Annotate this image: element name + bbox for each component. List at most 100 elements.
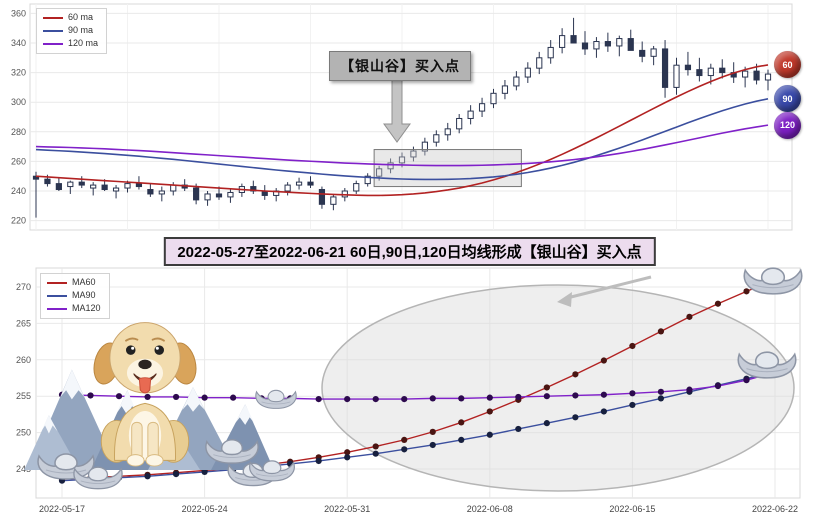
candle: [112, 185, 120, 199]
MA120-data-point: [344, 396, 351, 403]
MA120-data-point: [172, 393, 180, 401]
candle: [616, 35, 623, 57]
y-tick-label: 320: [11, 68, 26, 78]
candle: [673, 57, 680, 95]
MA90-data-point: [458, 436, 465, 443]
candle: [330, 193, 337, 211]
ma60-legend-label: 60 ma: [68, 12, 94, 22]
y-tick-label: 360: [11, 8, 26, 18]
y-tick-label: 300: [11, 97, 26, 107]
candle: [284, 182, 291, 196]
candle: [318, 186, 326, 209]
MA60-data-point: [429, 428, 436, 435]
ma90-line-swatch: [47, 294, 67, 297]
candle: [78, 176, 85, 189]
MA120-data-point: [115, 393, 123, 400]
MA60-data-point: [686, 313, 693, 320]
legend-item-ma120: 120 ma: [43, 38, 98, 49]
MA120-data-point: [743, 377, 750, 384]
x-tick-label: 2022-05-17: [39, 504, 85, 514]
ellipse-arrow-icon: [557, 292, 572, 307]
MA120-data-point: [714, 382, 722, 390]
MA120-data-point: [686, 386, 693, 393]
ma120-legend-label: MA120: [72, 302, 101, 313]
candle: [158, 186, 165, 202]
candles-layer: [32, 17, 772, 218]
MA120-data-point: [144, 393, 151, 401]
MA60-data-point: [743, 288, 750, 295]
MA90-data-point: [401, 446, 408, 453]
candle: [478, 97, 486, 117]
legend-item-ma90: 90 ma: [43, 24, 98, 36]
candle: [364, 173, 371, 187]
candle: [490, 88, 497, 109]
MA90-data-point: [657, 395, 665, 402]
candle: [627, 29, 634, 51]
candle: [684, 51, 692, 76]
y-tick-label: 240: [11, 186, 26, 196]
MA120-data-point: [458, 395, 465, 402]
MA120-data-point: [771, 369, 779, 376]
y-tick-label: 270: [16, 282, 31, 292]
MA60-data-point: [401, 436, 408, 443]
MA90-data-point: [543, 420, 550, 427]
MA90-data-point: [258, 463, 265, 470]
ma60-line-swatch: [43, 16, 63, 19]
candle: [547, 40, 554, 64]
candle: [90, 182, 97, 196]
ma60-badge: 60: [774, 51, 801, 79]
ma60-legend-label: MA60: [72, 277, 96, 287]
y-tick-label: 250: [16, 428, 31, 438]
MA120-data-point: [572, 392, 579, 399]
candle: [55, 177, 62, 191]
candle: [513, 71, 520, 91]
top-chart: 220 240 260 280 300 320 340 360: [11, 3, 793, 231]
legend-item-ma120: MA120: [47, 302, 101, 314]
silver-valley-highlight-box: [373, 149, 522, 188]
candle: [67, 180, 74, 194]
candle: [604, 32, 611, 52]
ma120-badge: 120: [774, 111, 801, 139]
MA120-data-point: [401, 396, 408, 403]
x-tick-label: 2022-05-24: [182, 504, 228, 514]
MA120-data-point: [515, 393, 522, 401]
ma120-line-swatch: [47, 307, 67, 310]
MA60-data-point: [600, 357, 607, 364]
x-tick-label: 2022-06-08: [467, 504, 513, 514]
MA120-data-point: [372, 396, 379, 403]
MA60-data-point: [486, 408, 493, 415]
y-tick-label: 280: [11, 127, 26, 137]
MA60-data-point: [543, 384, 550, 391]
MA90-data-point: [87, 476, 94, 483]
MA90-data-point: [572, 414, 579, 421]
y-tick-label: 265: [16, 318, 31, 328]
MA60-data-point: [344, 449, 351, 456]
MA120-data-point: [58, 391, 66, 398]
ma60-line-swatch: [47, 281, 67, 284]
x-tick-label: 2022-06-15: [609, 504, 655, 514]
candle: [353, 180, 360, 194]
MA60-data-point: [572, 371, 579, 378]
MA120-data-point: [600, 391, 607, 398]
MA90-data-point: [58, 477, 66, 484]
y-tick-label: 245: [16, 464, 31, 474]
candle: [295, 177, 303, 190]
MA90-data-point: [315, 457, 322, 465]
MA120-data-point: [429, 395, 436, 402]
MA60-line: [61, 279, 776, 480]
bottom-chart: 2022-05-17 2022-05-24 2022-05-31 2022-06-08…: [16, 267, 801, 514]
legend-item-ma60: 60 ma: [43, 12, 98, 23]
candle: [581, 31, 589, 55]
y-tick-label: 260: [11, 156, 26, 166]
candle: [696, 57, 703, 82]
ma90-badge: 90: [774, 85, 801, 113]
MA90-data-point: [600, 408, 607, 415]
x-tick-label: 2022-05-31: [324, 504, 370, 514]
MA90-data-point: [486, 431, 493, 438]
ma90-legend-label: 90 ma: [68, 24, 94, 35]
MA120-data-point: [486, 394, 493, 401]
MA60-data-point: [657, 328, 665, 335]
candle: [661, 40, 669, 98]
candle: [204, 191, 211, 206]
